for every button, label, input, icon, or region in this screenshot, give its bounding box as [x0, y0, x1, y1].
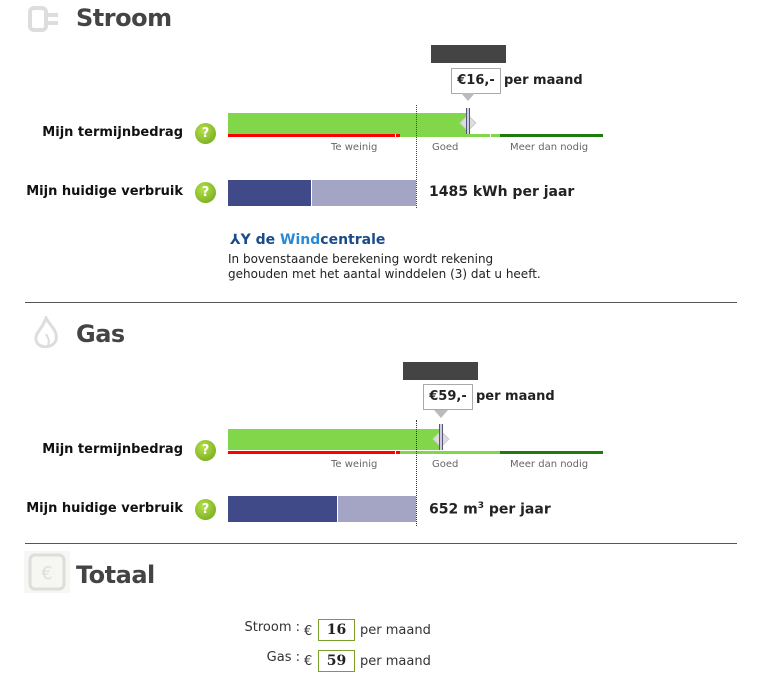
total-value-gas: 59 [318, 650, 355, 672]
termijn-label: Mijn termijnbedrag [42, 442, 183, 457]
total-label-stroom: Stroom : [244, 620, 301, 635]
scale-too-little-end [396, 134, 400, 137]
scale-label: Goed [432, 459, 459, 470]
tooltip-pointer [461, 93, 475, 101]
price-tooltip: €59,- [423, 384, 473, 410]
help-icon[interactable]: ? [195, 182, 216, 203]
scale-label: Te weinig [331, 459, 378, 470]
price-tooltip: €16,- [451, 68, 501, 94]
tooltip-pointer [434, 410, 448, 418]
windcentrale-logo: ⅄Y de Windcentrale [230, 232, 385, 248]
scale-too-little [228, 451, 395, 454]
scale-label: Meer dan nodig [510, 459, 589, 470]
usage-bar-dark [228, 496, 337, 522]
termijn-bar [228, 429, 439, 450]
help-icon[interactable]: ? [195, 440, 216, 461]
usage-bar-light [338, 496, 416, 522]
brand-part: centrale [320, 232, 386, 248]
note-line: gehouden met het aantal winddelen (3) da… [228, 267, 541, 281]
total-value-stroom: 16 [318, 619, 355, 641]
termijn-label: Mijn termijnbedrag [42, 125, 183, 140]
scale-more [500, 451, 603, 454]
section-title-gas: Gas [76, 320, 125, 348]
per-maand-label: per maand [504, 73, 583, 88]
divider [25, 302, 737, 303]
brand-part: Wind [280, 232, 321, 248]
marker-line [416, 105, 417, 208]
scale-good [400, 451, 500, 454]
scale-good [400, 134, 490, 137]
usage-unit-sup: 3 [477, 501, 484, 511]
redacted-box [431, 45, 506, 63]
windcentrale-mark-icon: ⅄Y [230, 232, 256, 248]
help-icon[interactable]: ? [195, 123, 216, 144]
divider [25, 543, 737, 544]
plug-icon [28, 6, 64, 32]
windcentrale-note: In bovenstaande berekening wordt rekenin… [228, 252, 541, 282]
scale-good-end [491, 134, 500, 137]
verbruik-label: Mijn huidige verbruik [26, 184, 183, 199]
scale-too-little [228, 134, 395, 137]
scale-label: Goed [432, 142, 459, 153]
currency-symbol: € [304, 624, 313, 639]
note-line: In bovenstaande berekening wordt rekenin… [228, 252, 494, 266]
section-title-totaal: Totaal [76, 561, 155, 589]
scale-label: Meer dan nodig [510, 142, 589, 153]
currency-symbol: € [304, 654, 313, 669]
section-title-stroom: Stroom [76, 4, 172, 32]
total-label-gas: Gas : [266, 650, 300, 665]
per-maand-label: per maand [360, 623, 431, 638]
euro-icon: € [24, 551, 70, 593]
verbruik-label: Mijn huidige verbruik [26, 501, 183, 516]
brand-part: de [255, 232, 281, 248]
flame-icon [32, 314, 60, 352]
scale-too-little-end [396, 451, 400, 454]
help-icon[interactable]: ? [195, 499, 216, 520]
usage-bar-light [312, 180, 416, 206]
svg-text:€: € [41, 563, 52, 584]
per-maand-label: per maand [360, 654, 431, 669]
slider-handle[interactable] [466, 108, 470, 134]
per-maand-label: per maand [476, 389, 555, 404]
usage-number: 652 m [429, 501, 478, 518]
usage-value: 1485 kWh per jaar [429, 184, 575, 200]
redacted-box [403, 362, 478, 380]
usage-value: 652 m3 per jaar [429, 501, 551, 518]
scale-label: Te weinig [331, 142, 378, 153]
slider-handle[interactable] [439, 424, 443, 450]
marker-line [416, 420, 417, 526]
termijn-bar [228, 113, 467, 134]
usage-rest: per jaar [483, 501, 551, 518]
usage-bar-dark [228, 180, 311, 206]
scale-more [500, 134, 603, 137]
